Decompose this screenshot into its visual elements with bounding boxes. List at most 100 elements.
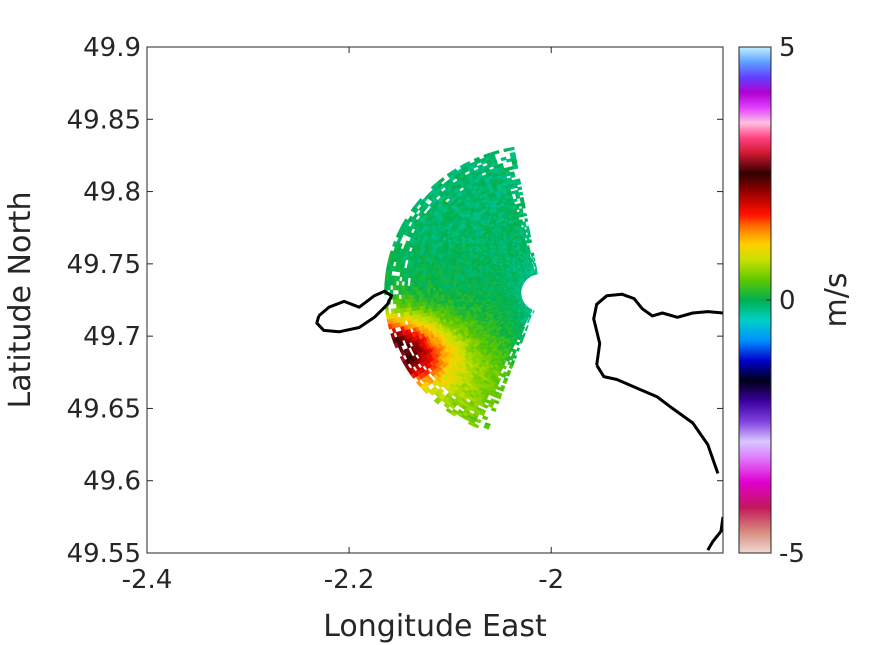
field-cell-3292 — [392, 298, 397, 305]
field-cell-1727 — [523, 212, 528, 217]
field-cell-2897 — [409, 281, 414, 287]
field-cell-3110 — [401, 294, 405, 300]
field-cell-3477 — [438, 177, 446, 184]
field-cell-1386 — [466, 291, 471, 295]
field-cell-1762 — [452, 290, 456, 295]
field-cell-2894 — [409, 294, 414, 299]
field-cell-300 — [526, 319, 530, 324]
field-cell-2594 — [421, 290, 425, 295]
field-cell-822 — [526, 245, 530, 249]
field-cell-3379 — [509, 152, 516, 157]
field-cell-3111 — [401, 289, 405, 295]
field-cell-1989 — [443, 287, 448, 292]
coastline-segment-0 — [315, 289, 393, 334]
x-tick-label-0: -2.4 — [122, 565, 173, 595]
colorbar-label: m/s — [819, 273, 854, 328]
field-cell-3459 — [384, 284, 388, 291]
field-cell-3235 — [395, 294, 400, 300]
field-cell-3171 — [398, 289, 402, 295]
field-cell-1385 — [466, 293, 471, 297]
field-cell-2104 — [502, 379, 508, 385]
field-cell-1761 — [452, 293, 456, 298]
y-tick-label-7: 49.55 — [67, 539, 141, 569]
colorbar-tick-label-2: -5 — [779, 539, 805, 569]
field-cell-3294 — [392, 284, 397, 291]
field-cell-2178 — [512, 198, 518, 203]
field-cell-1460 — [463, 293, 468, 297]
field-cell-2063 — [440, 293, 445, 298]
field-cell-1686 — [455, 290, 459, 295]
field-cell-2668 — [418, 293, 422, 299]
field-cell-3113 — [401, 276, 406, 282]
field-cell-3112 — [401, 285, 405, 291]
field-cell-1501 — [522, 221, 527, 226]
field-cell-3449 — [399, 355, 406, 362]
field-cell-1234 — [472, 291, 476, 294]
field-cell-1614 — [458, 288, 462, 292]
field-cell-2288 — [432, 293, 437, 298]
field-cell-1579 — [507, 361, 512, 366]
field-cell-1685 — [455, 293, 459, 297]
field-cell-2785 — [506, 177, 513, 182]
field-cell-3487 — [508, 146, 515, 152]
field-cell-3174 — [399, 271, 404, 278]
field-cell-3348 — [390, 308, 395, 315]
field-cell-2935 — [509, 171, 515, 176]
field-cell-2821 — [412, 289, 417, 295]
y-tick-label-4: 49.7 — [83, 322, 141, 352]
x-tick-label-1: -2.2 — [324, 565, 375, 595]
field-cell-1349 — [521, 226, 526, 231]
field-cell-1350 — [526, 226, 530, 230]
field-cell-3463 — [385, 264, 391, 271]
field-cell-2710 — [515, 178, 521, 183]
field-cell-2518 — [423, 286, 428, 291]
field-cell-1613 — [458, 290, 462, 295]
field-cell-597 — [531, 252, 535, 257]
field-cell-3456 — [385, 308, 390, 315]
field-cell-3167 — [399, 311, 405, 318]
field-cell-1537 — [460, 290, 465, 295]
field-cell-2367 — [429, 286, 434, 292]
field-cell-2289 — [432, 290, 437, 295]
field-cell-3444 — [416, 380, 423, 387]
field-cell-1987 — [443, 293, 448, 298]
coastline-segment-2 — [595, 364, 720, 474]
field-cell-2064 — [440, 290, 445, 295]
field-cell-3486 — [503, 147, 510, 153]
field-cell-1763 — [452, 287, 456, 292]
field-cell-2138 — [438, 293, 442, 298]
field-cell-3244 — [404, 240, 410, 247]
y-tick-label-3: 49.75 — [67, 250, 141, 280]
field-cell-2290 — [432, 286, 437, 292]
field-cell-2517 — [423, 290, 428, 295]
field-cell-2365 — [429, 293, 434, 299]
field-cell-2406 — [514, 189, 520, 194]
field-cell-3460 — [384, 279, 389, 286]
field-cell-1612 — [458, 293, 462, 297]
field-cell-447 — [533, 257, 536, 262]
field-cell-2215 — [435, 287, 439, 292]
field-cell-1911 — [446, 293, 451, 298]
field-cell-3038 — [404, 294, 408, 300]
field-cell-2746 — [415, 290, 419, 295]
colorbar-ticks: 5 0 -5 — [766, 33, 805, 569]
field-cell-1124 — [516, 347, 520, 352]
x-tick-label-2: -2 — [538, 565, 564, 595]
field-cell-3039 — [404, 289, 408, 295]
field-cell-2366 — [429, 290, 434, 295]
field-cell-1233 — [472, 293, 476, 297]
y-tick-label-0: 49.9 — [83, 33, 141, 63]
coastline-segment-3 — [706, 516, 723, 551]
field-cell-522 — [524, 327, 528, 332]
field-cell-149 — [535, 268, 538, 272]
y-axis-label: Latitude North — [3, 192, 38, 409]
field-cell-1913 — [446, 287, 451, 292]
field-cell-2898 — [410, 277, 415, 283]
field-cell-2329 — [518, 191, 524, 196]
coastline-segment-1 — [592, 292, 723, 366]
field-cell-0 — [532, 310, 535, 314]
field-cell-1576 — [519, 219, 524, 224]
field-cell-3462 — [385, 269, 390, 276]
field-cell-1652 — [508, 364, 514, 370]
field-cell-3452 — [390, 332, 396, 340]
